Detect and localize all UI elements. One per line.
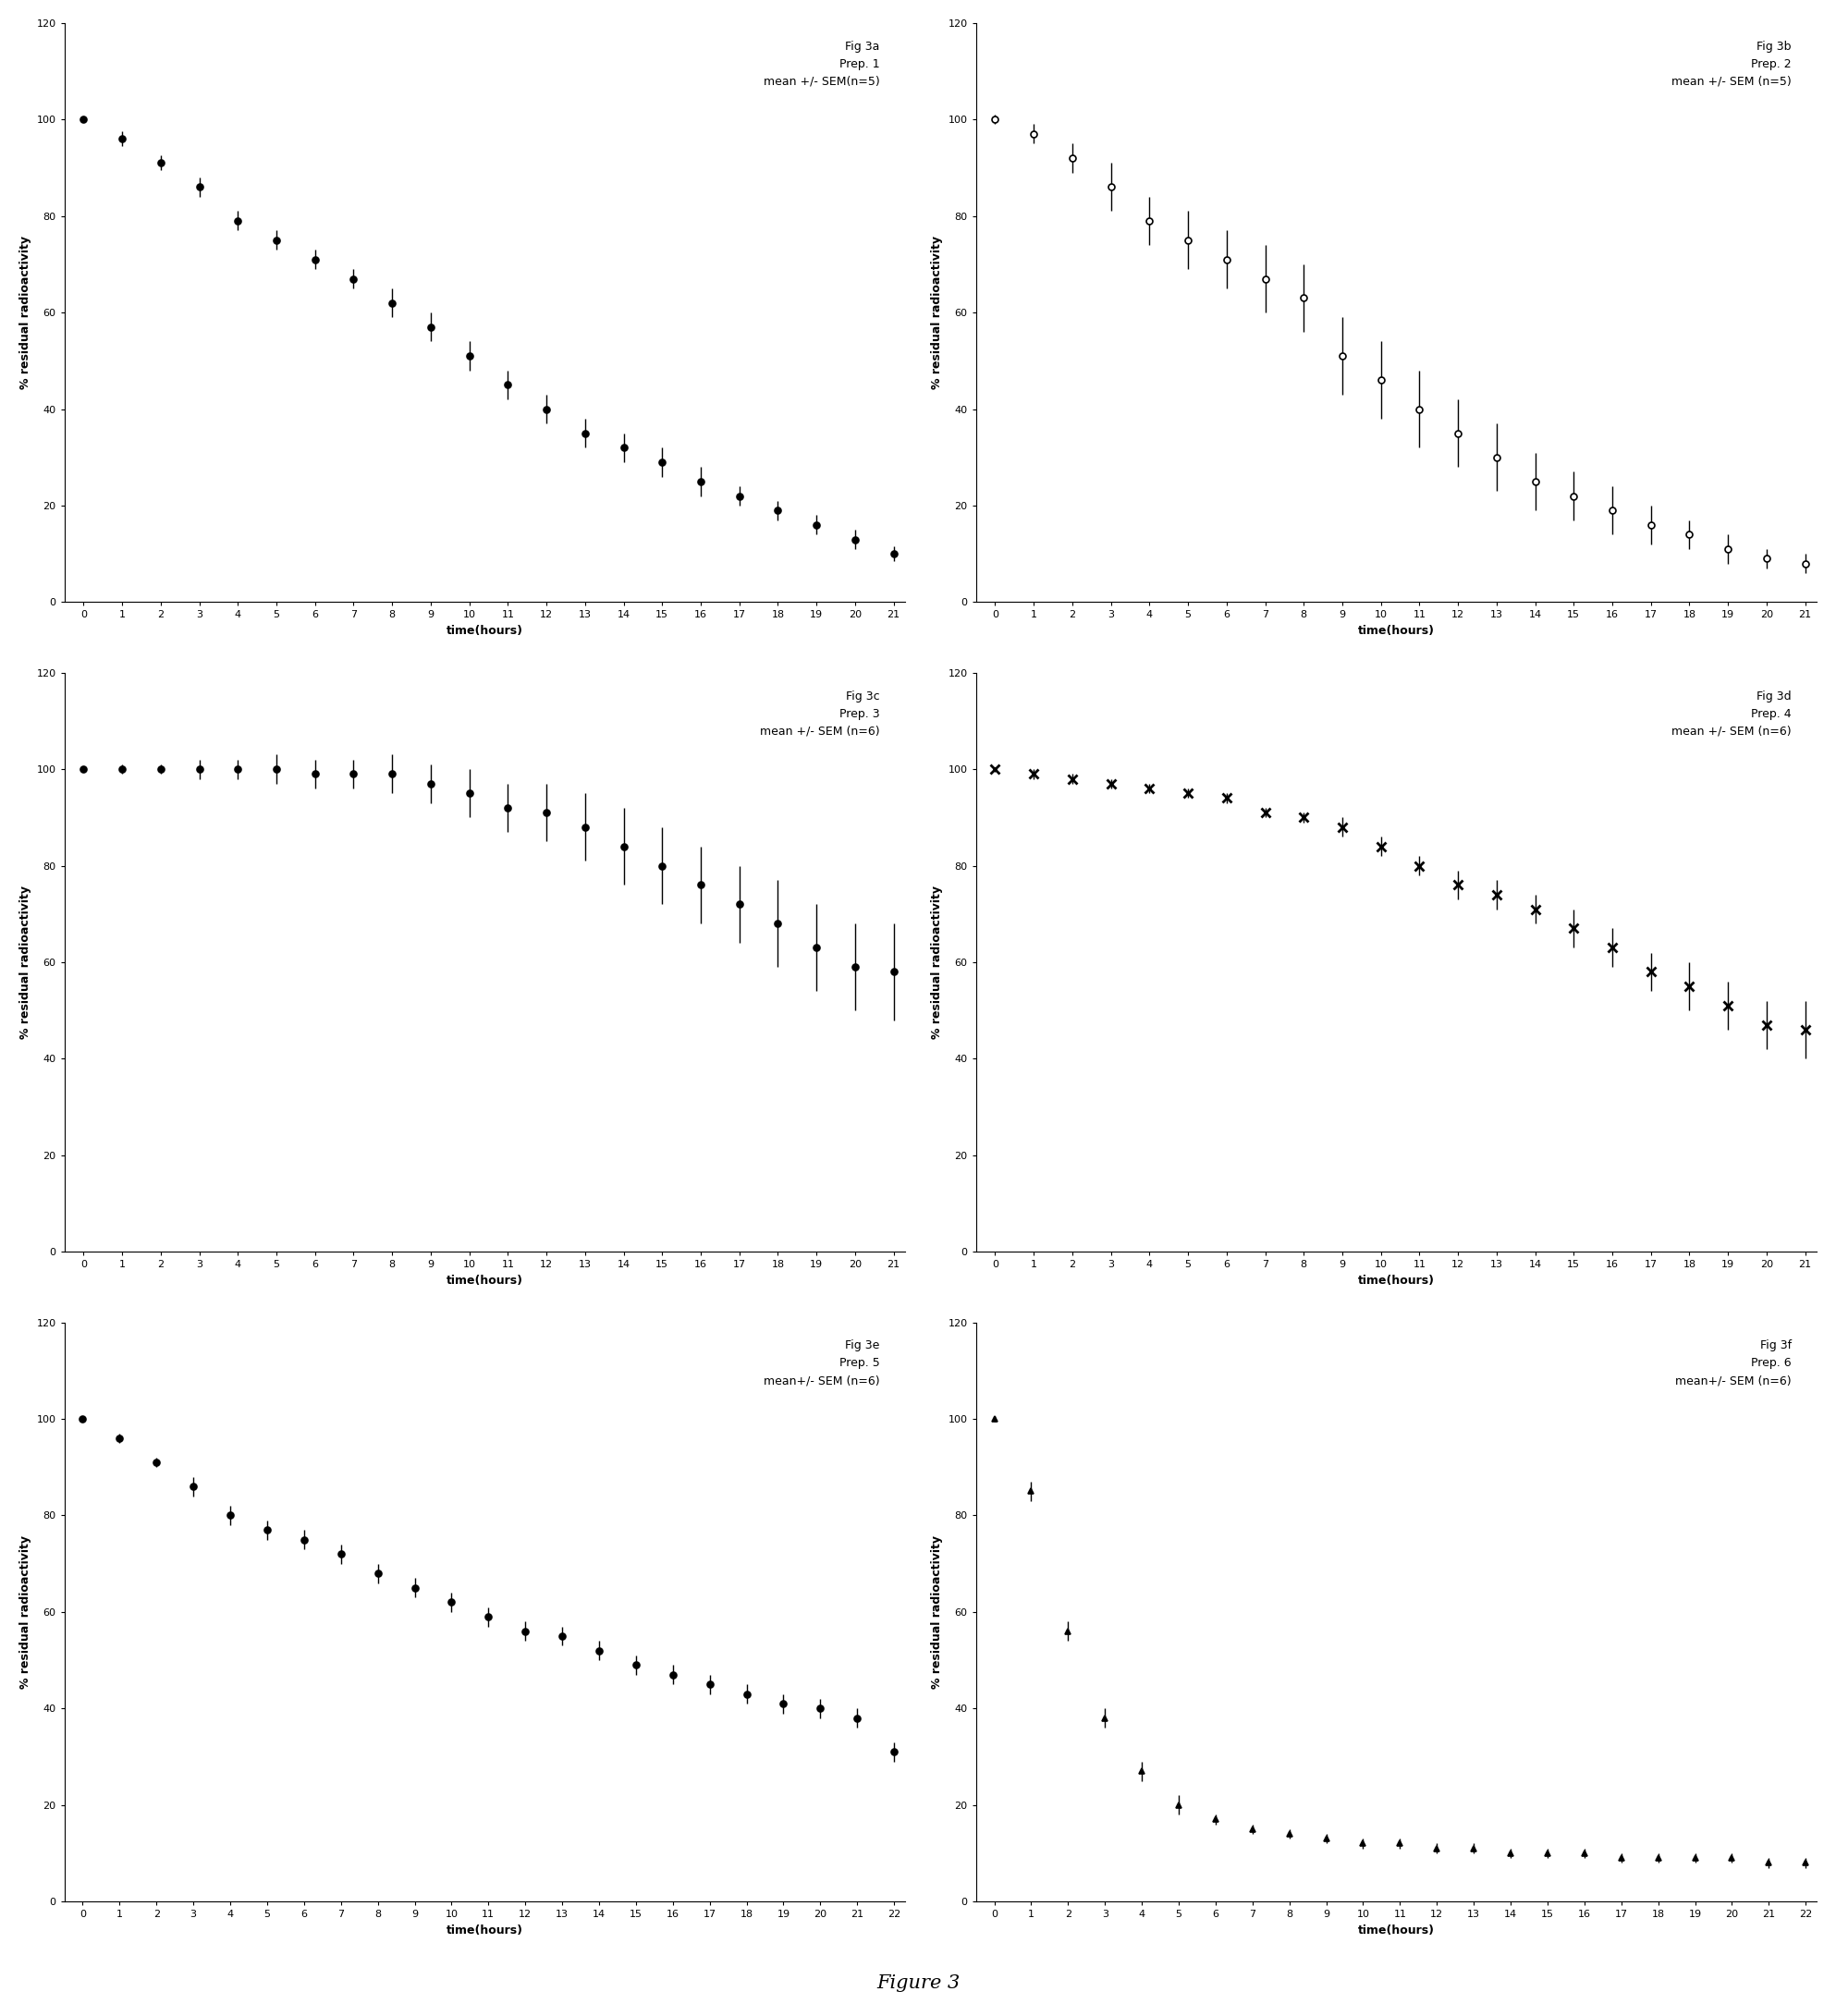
X-axis label: time(hours): time(hours) [1359,625,1434,637]
Text: Fig 3a
Prep. 1
mean +/- SEM(n=5): Fig 3a Prep. 1 mean +/- SEM(n=5) [764,40,879,87]
X-axis label: time(hours): time(hours) [446,625,523,637]
X-axis label: time(hours): time(hours) [446,1923,523,1935]
Text: Fig 3f
Prep. 6
mean+/- SEM (n=6): Fig 3f Prep. 6 mean+/- SEM (n=6) [1676,1341,1792,1387]
Y-axis label: % residual radioactivity: % residual radioactivity [931,885,944,1038]
Text: Fig 3d
Prep. 4
mean +/- SEM (n=6): Fig 3d Prep. 4 mean +/- SEM (n=6) [1673,689,1792,738]
X-axis label: time(hours): time(hours) [1359,1274,1434,1286]
Text: Fig 3c
Prep. 3
mean +/- SEM (n=6): Fig 3c Prep. 3 mean +/- SEM (n=6) [760,689,879,738]
Text: Figure 3: Figure 3 [876,1974,960,1992]
Y-axis label: % residual radioactivity: % residual radioactivity [18,885,31,1038]
X-axis label: time(hours): time(hours) [446,1274,523,1286]
Text: Fig 3e
Prep. 5
mean+/- SEM (n=6): Fig 3e Prep. 5 mean+/- SEM (n=6) [764,1341,879,1387]
Y-axis label: % residual radioactivity: % residual radioactivity [18,1536,31,1689]
Y-axis label: % residual radioactivity: % residual radioactivity [18,236,31,389]
Y-axis label: % residual radioactivity: % residual radioactivity [931,1536,944,1689]
Text: Fig 3b
Prep. 2
mean +/- SEM (n=5): Fig 3b Prep. 2 mean +/- SEM (n=5) [1671,40,1792,87]
X-axis label: time(hours): time(hours) [1359,1923,1434,1935]
Y-axis label: % residual radioactivity: % residual radioactivity [931,236,944,389]
